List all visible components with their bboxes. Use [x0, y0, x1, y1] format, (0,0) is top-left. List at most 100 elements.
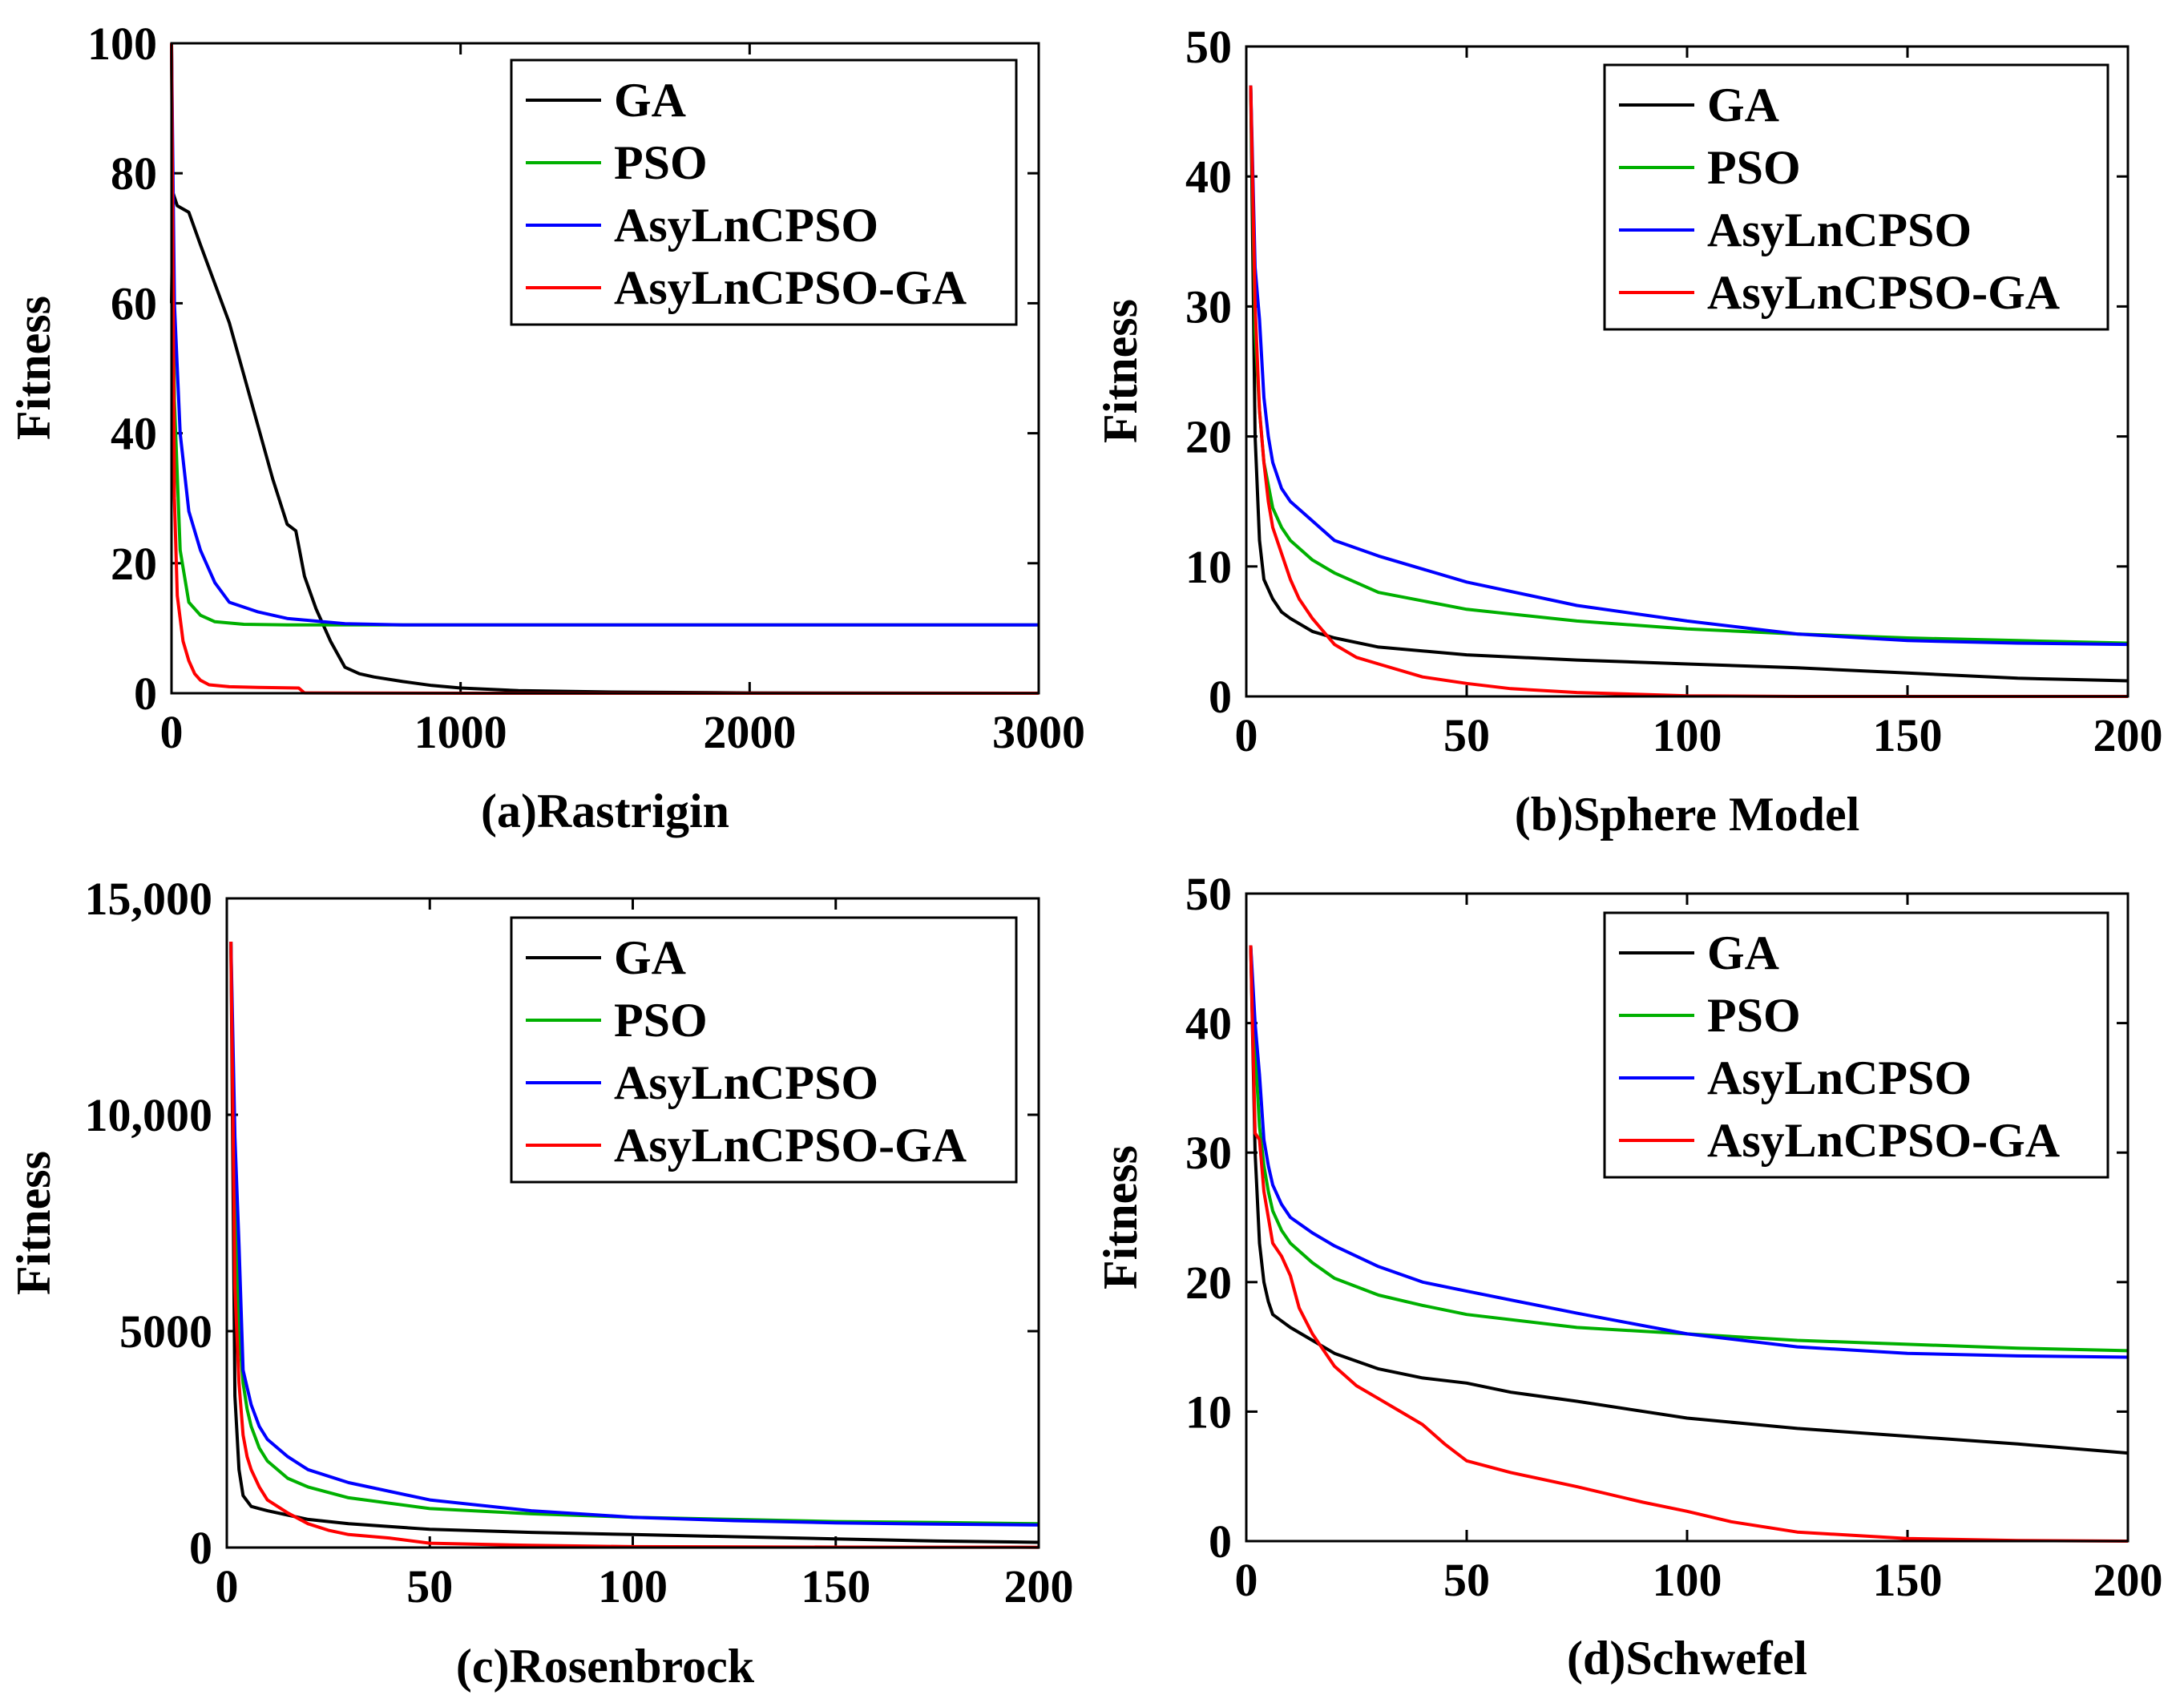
y-tick-label: 40: [1185, 151, 1232, 203]
panel-schwefel-lines: [1249, 945, 2129, 1543]
legend-label: AsyLnCPSO: [1707, 1051, 1972, 1104]
x-tick-label: 150: [801, 1560, 870, 1612]
y-tick-label: 60: [111, 277, 157, 329]
x-tick-label: 200: [1004, 1560, 1074, 1612]
x-tick-label: 100: [1653, 1554, 1722, 1606]
legend-label: PSO: [1707, 141, 1801, 194]
x-tick-label: 50: [1443, 709, 1490, 761]
panel-rastrigin-ylabel: Fitness: [7, 296, 60, 440]
legend-box: [510, 59, 1018, 326]
rastrigin-series-asylncpso: [170, 42, 1039, 627]
legend-label: PSO: [614, 994, 708, 1047]
panel-schwefel-ylabel: Fitness: [1094, 1145, 1147, 1289]
panel-sphere-model-lines: [1249, 85, 2129, 698]
x-tick-label: 0: [216, 1560, 239, 1612]
x-tick-label: 3000: [992, 706, 1085, 758]
schwefel-series-pso: [1249, 945, 2129, 1353]
panel-rosenbrock-legend: GA PSO AsyLnCPSO AsyLnCPSO-GA: [510, 916, 1018, 1184]
legend-box: [1603, 63, 2109, 331]
y-tick-label: 10,000: [85, 1089, 213, 1141]
rosenbrock-series-ga: [229, 941, 1040, 1544]
x-tick-label: 0: [160, 706, 184, 758]
legend-label: AsyLnCPSO: [614, 199, 878, 252]
x-tick-label: 1000: [414, 706, 507, 758]
legend-label: AsyLnCPSO-GA: [614, 261, 967, 314]
panel-rosenbrock-caption: (c)Rosenbrock: [456, 1640, 755, 1693]
legend-label: PSO: [614, 136, 708, 189]
y-tick-label: 20: [1185, 1257, 1232, 1309]
y-tick-label: 20: [111, 538, 157, 590]
legend-label: AsyLnCPSO-GA: [1707, 1114, 2060, 1167]
panel-schwefel-caption: (d)Schwefel: [1567, 1632, 1807, 1685]
x-tick-label: 0: [1235, 709, 1258, 761]
legend-label: GA: [614, 931, 686, 984]
rosenbrock-series-asylncpso: [229, 941, 1040, 1527]
y-tick-label: 0: [189, 1522, 212, 1574]
panel-schwefel-legend: GA PSO AsyLnCPSO AsyLnCPSO-GA: [1603, 911, 2109, 1179]
panel-sphere-model-frame: [1245, 45, 2130, 698]
panel-rastrigin-frame: [170, 42, 1040, 695]
panel-sphere-model: 0 50 100 150 200 0 10 20 30 40 50 Fitness (b)Spher…: [1094, 21, 2163, 841]
legend-label: AsyLnCPSO-GA: [614, 1119, 967, 1172]
y-tick-label: 50: [1185, 21, 1232, 73]
panel-schwefel-frame: [1245, 892, 2130, 1543]
panel-sphere-model-legend: GA PSO AsyLnCPSO AsyLnCPSO-GA: [1603, 63, 2109, 331]
legend-label: AsyLnCPSO: [614, 1056, 878, 1109]
schwefel-series-ga: [1249, 945, 2129, 1455]
panel-rosenbrock-lines: [229, 941, 1040, 1549]
y-tick-label: 50: [1185, 868, 1232, 920]
rosenbrock-series-asylncpso-ga: [229, 941, 1040, 1549]
y-tick-label: 80: [111, 147, 157, 200]
legend-label: PSO: [1707, 989, 1801, 1042]
x-tick-label: 0: [1235, 1554, 1258, 1606]
legend-box: [510, 916, 1018, 1184]
y-tick-label: 30: [1185, 1127, 1232, 1179]
panel-sphere-model-ticks: 0 50 100 150 200 0 10 20 30 40 50: [1185, 21, 2163, 761]
y-tick-label: 0: [134, 668, 157, 720]
panel-rastrigin-ticks: 0 1000 2000 3000 0 20 40 60 80 100: [87, 18, 1085, 758]
x-tick-label: 150: [1873, 709, 1943, 761]
schwefel-series-asylncpso: [1249, 945, 2129, 1359]
sphere-model-series-asylncpso: [1249, 85, 2129, 647]
legend-label: GA: [614, 74, 686, 127]
legend-label: GA: [1707, 79, 1779, 131]
schwefel-series-asylncpso-ga: [1249, 945, 2129, 1543]
y-tick-label: 10: [1185, 1386, 1232, 1438]
panel-rastrigin-caption: (a)Rastrigin: [481, 785, 729, 837]
y-tick-label: 20: [1185, 411, 1232, 463]
panel-sphere-model-caption: (b)Sphere Model: [1515, 788, 1860, 841]
y-tick-label: 15,000: [85, 873, 213, 925]
y-tick-label: 40: [111, 408, 157, 460]
y-tick-label: 0: [1209, 1515, 1232, 1568]
y-tick-label: 30: [1185, 280, 1232, 333]
x-tick-label: 2000: [703, 706, 796, 758]
rastrigin-series-ga: [170, 191, 1040, 695]
panel-rosenbrock: 0 50 100 150 200 0 5000 10,000 15,000 Fitness (c…: [7, 873, 1074, 1693]
panel-rastrigin: 0 1000 2000 3000 0 20 40 60 80 100 Fitness (a)Ras…: [7, 18, 1085, 837]
panel-schwefel-ticks: 0 50 100 150 200 0 10 20 30 40 50: [1185, 868, 2163, 1606]
y-tick-label: 0: [1209, 671, 1232, 723]
x-tick-label: 200: [2093, 709, 2163, 761]
x-tick-label: 100: [1653, 709, 1722, 761]
legend-label: AsyLnCPSO: [1707, 204, 1972, 256]
panel-sphere-model-ylabel: Fitness: [1094, 299, 1147, 443]
y-tick-label: 40: [1185, 998, 1232, 1050]
panel-rosenbrock-ylabel: Fitness: [7, 1151, 60, 1295]
panel-rastrigin-legend: GA PSO AsyLnCPSO AsyLnCPSO-GA: [510, 59, 1018, 326]
panel-rosenbrock-frame: [225, 897, 1040, 1549]
y-tick-label: 10: [1185, 541, 1232, 593]
x-tick-label: 200: [2093, 1554, 2163, 1606]
y-tick-label: 5000: [119, 1306, 212, 1358]
legend-label: GA: [1707, 926, 1779, 979]
x-tick-label: 50: [406, 1560, 453, 1612]
legend-label: AsyLnCPSO-GA: [1707, 266, 2060, 319]
y-tick-label: 100: [87, 18, 157, 70]
sphere-model-series-asylncpso-ga: [1249, 85, 2128, 698]
x-tick-label: 50: [1443, 1554, 1490, 1606]
panel-schwefel: 0 50 100 150 200 0 10 20 30 40 50 Fitness (d)Schwe…: [1094, 868, 2163, 1685]
sphere-model-series-ga: [1249, 85, 2129, 683]
x-tick-label: 150: [1873, 1554, 1943, 1606]
x-tick-label: 100: [598, 1560, 668, 1612]
legend-box: [1603, 911, 2109, 1179]
